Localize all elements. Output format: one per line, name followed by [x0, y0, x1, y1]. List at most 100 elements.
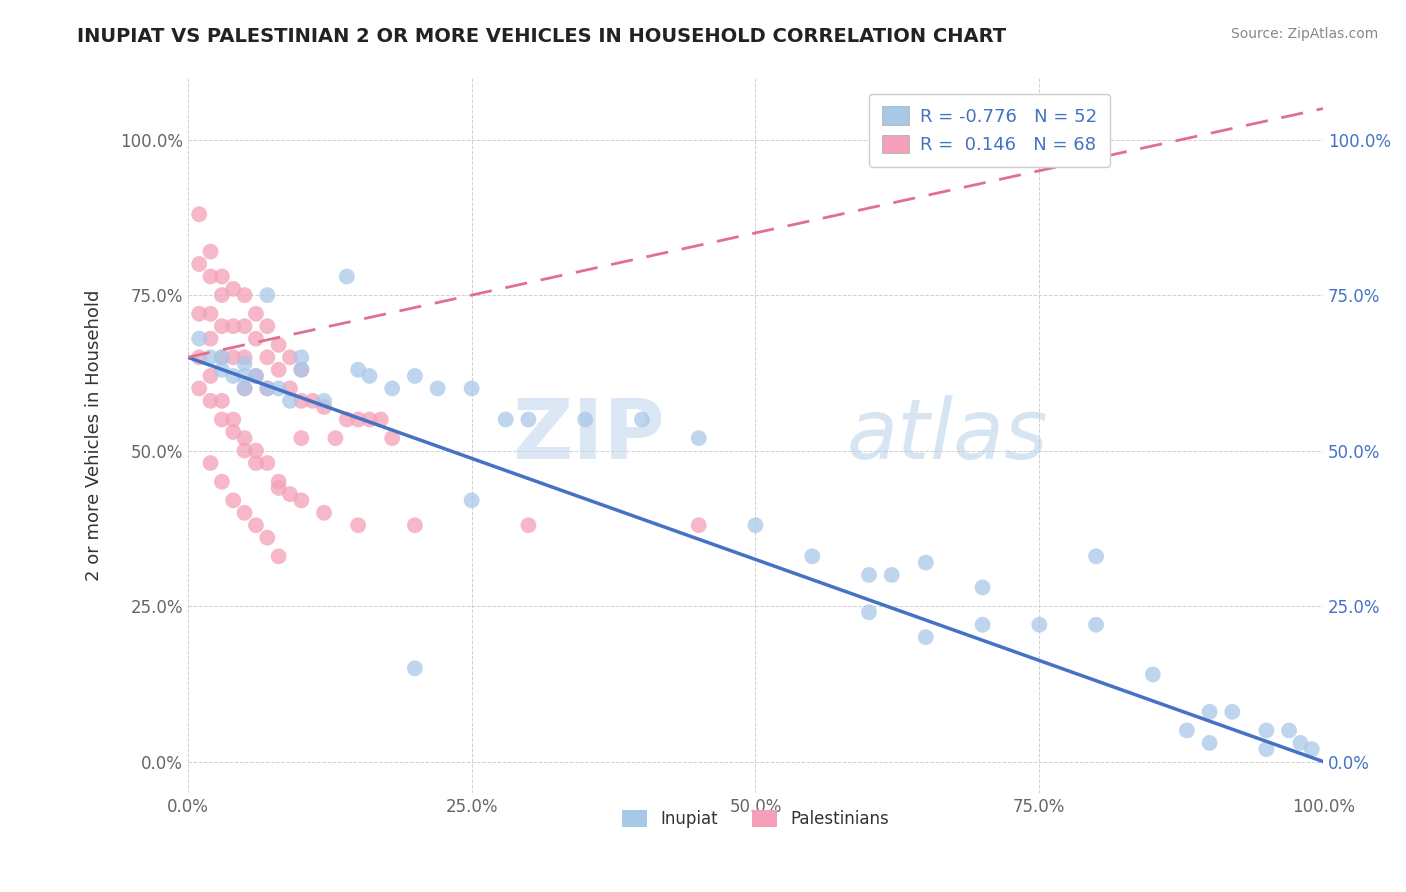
Point — [290, 431, 312, 445]
Point — [245, 332, 267, 346]
Point — [972, 617, 994, 632]
Point — [336, 412, 359, 426]
Point — [267, 549, 290, 564]
Point — [359, 368, 381, 383]
Point — [222, 351, 245, 365]
Point — [404, 518, 426, 533]
Legend: Inupiat, Palestinians: Inupiat, Palestinians — [616, 803, 896, 834]
Point — [222, 319, 245, 334]
Point — [325, 431, 347, 445]
Point — [256, 351, 278, 365]
Point — [256, 381, 278, 395]
Point — [404, 368, 426, 383]
Point — [381, 431, 404, 445]
Point — [347, 363, 370, 377]
Point — [222, 282, 245, 296]
Text: INUPIAT VS PALESTINIAN 2 OR MORE VEHICLES IN HOUSEHOLD CORRELATION CHART: INUPIAT VS PALESTINIAN 2 OR MORE VEHICLE… — [77, 27, 1007, 45]
Point — [211, 351, 233, 365]
Point — [858, 568, 880, 582]
Point — [211, 288, 233, 302]
Point — [200, 244, 222, 259]
Point — [1085, 549, 1108, 564]
Point — [200, 351, 222, 365]
Point — [233, 443, 256, 458]
Point — [370, 412, 392, 426]
Point — [267, 381, 290, 395]
Point — [1289, 736, 1312, 750]
Point — [347, 518, 370, 533]
Point — [1278, 723, 1301, 738]
Point — [211, 363, 233, 377]
Point — [495, 412, 517, 426]
Point — [211, 412, 233, 426]
Point — [267, 338, 290, 352]
Point — [574, 412, 596, 426]
Point — [278, 487, 301, 501]
Point — [188, 307, 211, 321]
Point — [1028, 617, 1050, 632]
Point — [256, 531, 278, 545]
Point — [1220, 705, 1243, 719]
Point — [256, 381, 278, 395]
Point — [233, 431, 256, 445]
Point — [222, 368, 245, 383]
Point — [211, 475, 233, 489]
Point — [312, 393, 335, 408]
Point — [1142, 667, 1164, 681]
Point — [200, 307, 222, 321]
Point — [460, 381, 482, 395]
Point — [256, 456, 278, 470]
Point — [211, 393, 233, 408]
Point — [200, 269, 222, 284]
Point — [1256, 742, 1278, 756]
Point — [200, 393, 222, 408]
Point — [256, 288, 278, 302]
Point — [1301, 742, 1323, 756]
Point — [347, 412, 370, 426]
Point — [233, 351, 256, 365]
Point — [381, 381, 404, 395]
Point — [1256, 723, 1278, 738]
Point — [858, 605, 880, 619]
Point — [233, 368, 256, 383]
Point — [688, 518, 710, 533]
Point — [233, 381, 256, 395]
Point — [211, 351, 233, 365]
Point — [245, 307, 267, 321]
Point — [359, 412, 381, 426]
Point — [200, 368, 222, 383]
Point — [301, 393, 323, 408]
Point — [278, 381, 301, 395]
Point — [200, 456, 222, 470]
Point — [267, 363, 290, 377]
Text: atlas: atlas — [846, 394, 1047, 475]
Point — [211, 319, 233, 334]
Point — [688, 431, 710, 445]
Point — [426, 381, 449, 395]
Point — [290, 393, 312, 408]
Point — [312, 400, 335, 414]
Point — [290, 351, 312, 365]
Point — [233, 357, 256, 371]
Point — [233, 381, 256, 395]
Point — [245, 443, 267, 458]
Text: Source: ZipAtlas.com: Source: ZipAtlas.com — [1230, 27, 1378, 41]
Point — [744, 518, 766, 533]
Point — [290, 363, 312, 377]
Point — [188, 332, 211, 346]
Point — [222, 425, 245, 439]
Point — [267, 481, 290, 495]
Point — [312, 506, 335, 520]
Point — [222, 412, 245, 426]
Y-axis label: 2 or more Vehicles in Household: 2 or more Vehicles in Household — [86, 289, 103, 581]
Point — [404, 661, 426, 675]
Point — [1085, 617, 1108, 632]
Point — [245, 368, 267, 383]
Point — [1198, 736, 1220, 750]
Point — [631, 412, 654, 426]
Point — [290, 363, 312, 377]
Point — [188, 351, 211, 365]
Point — [233, 506, 256, 520]
Point — [211, 269, 233, 284]
Point — [233, 319, 256, 334]
